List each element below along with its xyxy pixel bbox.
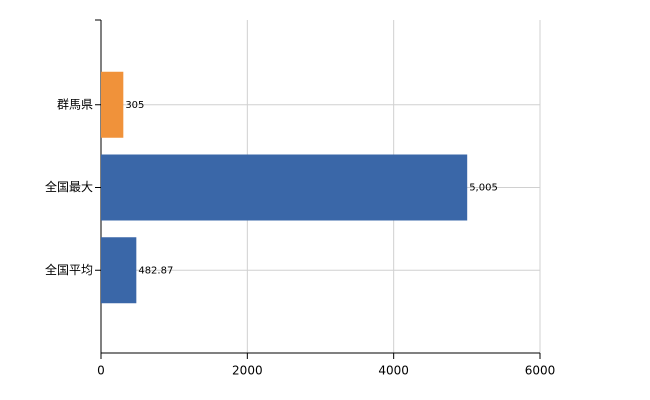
x-tick-label: 6000: [525, 364, 556, 378]
x-tick-label: 4000: [378, 364, 409, 378]
bar: [101, 154, 468, 221]
bar: [101, 71, 124, 138]
value-label: 5,005: [469, 183, 498, 194]
value-label: 305: [125, 100, 144, 111]
y-tick-label: 群馬県: [57, 97, 93, 111]
value-label: 482.87: [138, 265, 173, 276]
x-tick-label: 0: [97, 364, 105, 378]
y-tick-label: 全国最大: [45, 179, 93, 194]
x-tick-label: 2000: [232, 364, 263, 378]
y-tick-label: 全国平均: [45, 262, 93, 277]
bar: [101, 237, 137, 304]
